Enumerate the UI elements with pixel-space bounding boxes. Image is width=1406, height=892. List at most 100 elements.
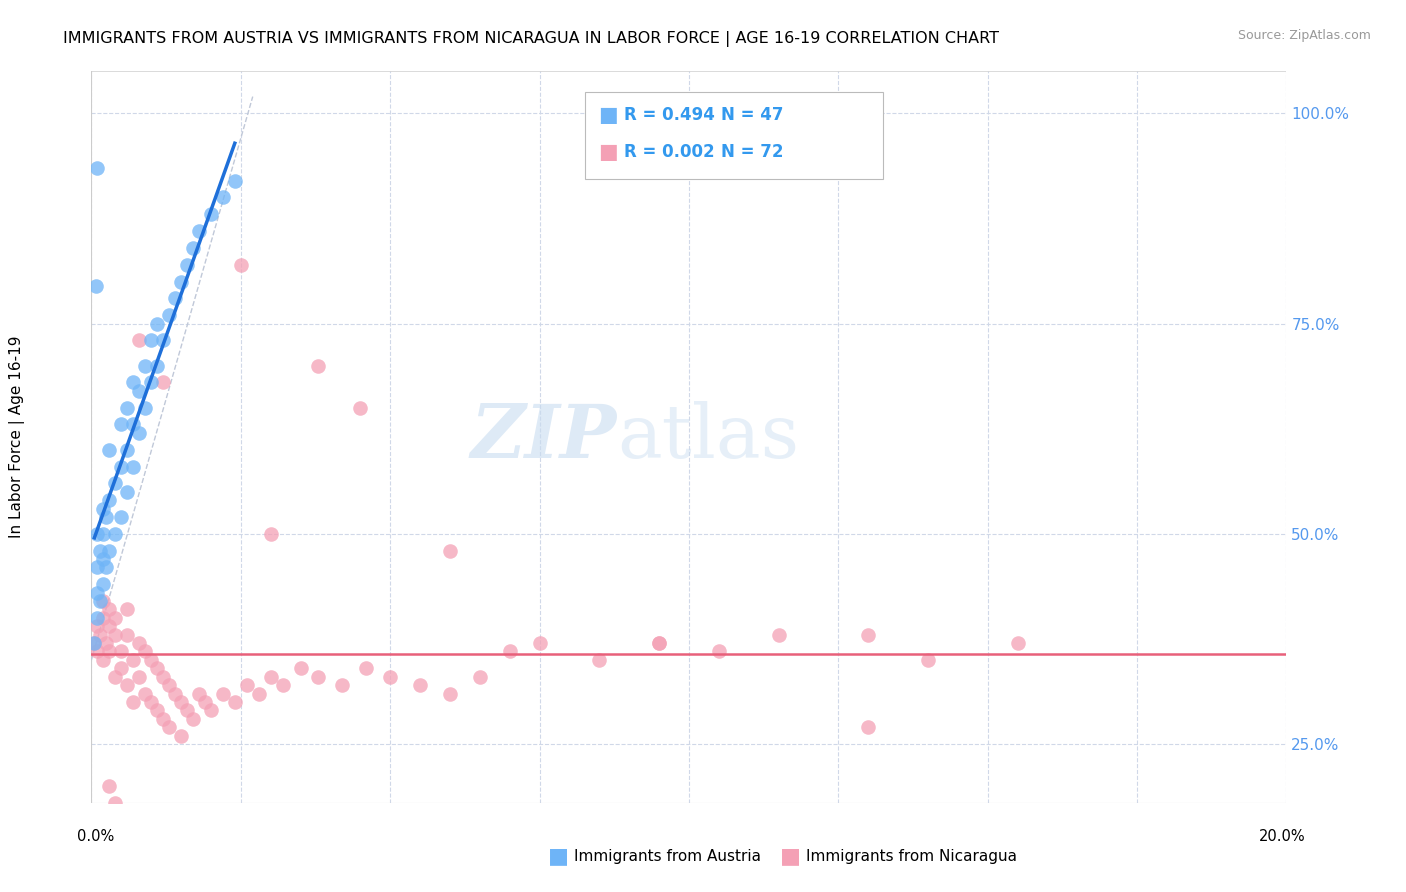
Point	[122, 695, 145, 709]
Point	[141, 653, 163, 667]
Point	[110, 459, 132, 474]
Point	[110, 510, 132, 524]
Point	[152, 712, 174, 726]
Point	[115, 442, 138, 457]
Point	[96, 510, 118, 524]
Point	[89, 594, 111, 608]
Point	[93, 653, 115, 667]
Text: 0.0%: 0.0%	[77, 830, 114, 844]
Point	[134, 830, 156, 844]
Point	[86, 526, 108, 541]
Point	[98, 493, 121, 508]
Text: Immigrants from Nicaragua: Immigrants from Nicaragua	[806, 849, 1017, 863]
Point	[86, 611, 108, 625]
Text: atlas: atlas	[617, 401, 800, 474]
Text: ■: ■	[599, 142, 619, 161]
Point	[134, 401, 156, 415]
Point	[229, 258, 252, 272]
Point	[86, 585, 108, 599]
Text: R = 0.002: R = 0.002	[624, 143, 714, 161]
Point	[157, 720, 180, 734]
Point	[89, 627, 111, 641]
Point	[122, 821, 145, 835]
Point	[128, 670, 150, 684]
Point	[98, 442, 121, 457]
Point	[768, 627, 790, 641]
Point	[648, 636, 671, 650]
Point	[176, 258, 198, 272]
Point	[1007, 636, 1029, 650]
Text: In Labor Force | Age 16-19: In Labor Force | Age 16-19	[8, 335, 25, 539]
Point	[380, 670, 402, 684]
Point	[188, 686, 211, 700]
Point	[96, 560, 118, 574]
Point	[83, 636, 105, 650]
Point	[104, 627, 127, 641]
Point	[104, 526, 127, 541]
Point	[98, 644, 121, 658]
Point	[141, 695, 163, 709]
Text: ZIP: ZIP	[471, 401, 617, 474]
Point	[104, 670, 127, 684]
Point	[152, 334, 174, 348]
Point	[115, 678, 138, 692]
Point	[200, 703, 222, 717]
Point	[115, 602, 138, 616]
Point	[146, 661, 169, 675]
Point	[468, 670, 491, 684]
Point	[152, 670, 174, 684]
Text: R = 0.494: R = 0.494	[624, 106, 714, 124]
Point	[170, 695, 193, 709]
Point	[163, 686, 186, 700]
Point	[211, 686, 233, 700]
Point	[115, 484, 138, 499]
Point	[83, 636, 105, 650]
Point	[134, 359, 156, 373]
Text: N = 47: N = 47	[721, 106, 783, 124]
Point	[122, 459, 145, 474]
Point	[170, 275, 193, 289]
Point	[588, 653, 610, 667]
Text: Source: ZipAtlas.com: Source: ZipAtlas.com	[1237, 29, 1371, 42]
Point	[115, 401, 138, 415]
Point	[89, 543, 111, 558]
Point	[110, 804, 132, 818]
Point	[176, 703, 198, 717]
Point	[98, 619, 121, 633]
Point	[247, 686, 270, 700]
Point	[86, 619, 108, 633]
Point	[271, 678, 294, 692]
Point	[134, 686, 156, 700]
Point	[141, 334, 163, 348]
Point	[96, 636, 118, 650]
Point	[707, 644, 730, 658]
Point	[141, 376, 163, 390]
Text: ■: ■	[599, 105, 619, 125]
Point	[259, 670, 281, 684]
Point	[152, 376, 174, 390]
Point	[146, 359, 169, 373]
Point	[409, 678, 432, 692]
Point	[122, 417, 145, 432]
Point	[128, 425, 150, 440]
Point	[181, 712, 204, 726]
Point	[157, 308, 180, 322]
Point	[93, 611, 115, 625]
Point	[648, 636, 671, 650]
Point	[122, 376, 145, 390]
Point	[93, 577, 115, 591]
Point	[122, 653, 145, 667]
Text: N = 72: N = 72	[721, 143, 783, 161]
Point	[290, 661, 312, 675]
Point	[529, 636, 551, 650]
Point	[181, 241, 204, 255]
Point	[110, 661, 132, 675]
Point	[115, 627, 138, 641]
Point	[134, 644, 156, 658]
Point	[163, 291, 186, 305]
Text: ■: ■	[780, 847, 801, 866]
Point	[349, 401, 371, 415]
Text: Immigrants from Austria: Immigrants from Austria	[574, 849, 761, 863]
Point	[146, 317, 169, 331]
Point	[98, 602, 121, 616]
